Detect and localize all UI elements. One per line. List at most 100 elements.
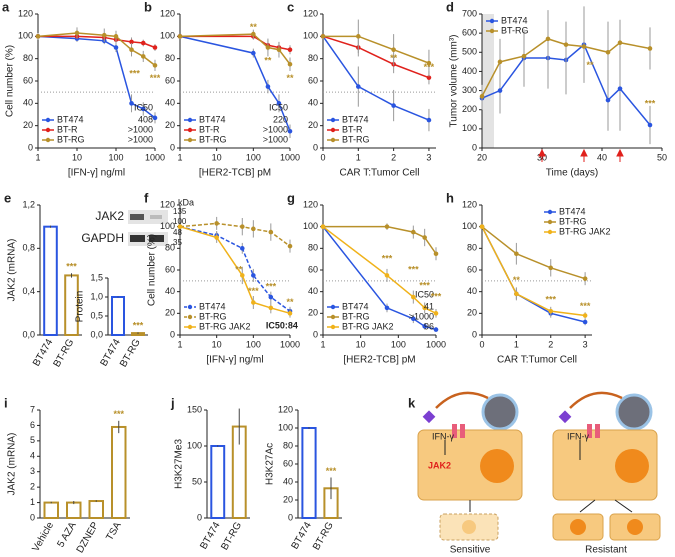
- y-axis-label: H3K27Me3: [174, 439, 185, 489]
- annotation: **: [586, 60, 594, 70]
- point: [479, 224, 485, 229]
- ic50-value: 408: [138, 114, 153, 124]
- legend-marker: [187, 127, 193, 133]
- point: [497, 88, 503, 93]
- y-tick-label: 1,5: [90, 272, 103, 282]
- point: [251, 300, 256, 305]
- y-tick-label: 5: [30, 435, 35, 445]
- nucleus: [615, 449, 649, 483]
- ligand-label: IFN-γ: [567, 431, 589, 441]
- legend-label: BT-RG JAK2: [199, 321, 251, 331]
- y-tick-label: 0: [30, 512, 35, 522]
- panel-label: h: [446, 190, 454, 205]
- legend-label: BT-RG: [57, 134, 85, 144]
- annotation: ***: [580, 301, 591, 311]
- annotation: ***: [645, 98, 656, 108]
- point: [276, 47, 282, 53]
- legend-label: BT474: [199, 114, 226, 124]
- y-tick-label: 60: [308, 264, 318, 274]
- y-tick-label: 40: [308, 286, 318, 296]
- x-axis-label: CAR T:Tumor Cell: [339, 168, 419, 179]
- point: [320, 34, 326, 39]
- x-tick-label: 0: [320, 152, 325, 162]
- panel-label: k: [408, 395, 416, 410]
- blot-protein: GAPDH: [81, 231, 124, 245]
- blot-strip: [128, 210, 168, 224]
- blot-unit: kDa: [178, 197, 194, 207]
- y-tick-label: 0: [288, 512, 293, 522]
- arrow: [579, 499, 596, 513]
- y-axis-label: JAK2 (mRNA): [7, 433, 18, 496]
- ic50-title: IC50: [134, 102, 153, 112]
- legend-label: BT474: [501, 15, 528, 25]
- point: [497, 59, 503, 65]
- point: [251, 226, 256, 232]
- point: [251, 31, 256, 37]
- arrow: [614, 499, 633, 513]
- x-tick-label: BT-RG: [118, 337, 143, 369]
- legend-label: BT-RG: [501, 25, 529, 35]
- legend-marker: [187, 314, 193, 320]
- x-tick-label: 2: [391, 152, 396, 162]
- bar: [210, 445, 226, 519]
- legend-marker: [547, 209, 553, 215]
- point: [251, 273, 256, 278]
- point: [617, 40, 623, 46]
- series-line: [481, 226, 586, 317]
- point: [214, 235, 219, 240]
- annotation: **: [250, 22, 258, 32]
- x-tick-label: 10: [72, 152, 82, 162]
- annotation: **: [286, 73, 294, 83]
- x-tick-label: 100: [246, 152, 261, 162]
- bar: [111, 296, 125, 336]
- y-tick-label: 20: [165, 308, 175, 318]
- series-line: [179, 222, 291, 247]
- y-tick-label: 100: [278, 422, 293, 432]
- bar: [301, 427, 317, 519]
- shaded-region: [482, 14, 494, 148]
- y-tick-label: 120: [303, 199, 318, 209]
- y-tick-label: 6: [30, 420, 35, 430]
- x-tick-label: 10: [212, 339, 222, 349]
- legend-marker: [187, 324, 193, 330]
- bar: [88, 500, 104, 519]
- point: [581, 44, 587, 49]
- legend-label: BT-RG: [199, 134, 227, 144]
- x-tick-label: TSA: [104, 520, 123, 543]
- annotation: IC50:84: [266, 321, 298, 331]
- legend-marker: [547, 219, 553, 225]
- y-tick-label: 0: [170, 142, 175, 152]
- receptor: [460, 424, 465, 438]
- annotation: ***: [266, 282, 277, 292]
- y-axis-label: Protein: [75, 291, 86, 323]
- series-line: [322, 35, 430, 121]
- panel-label: i: [4, 395, 8, 410]
- point: [287, 128, 293, 134]
- x-tick-label: 1: [177, 152, 182, 162]
- x-tick-label: BT-RG: [52, 337, 77, 369]
- legend-marker: [187, 137, 193, 143]
- annotation: ***: [66, 262, 77, 272]
- ifn-molecule: [558, 410, 572, 424]
- point: [320, 224, 326, 229]
- point: [422, 305, 427, 311]
- outcome-label: Resistant: [585, 545, 627, 556]
- x-tick-label: 20: [477, 152, 487, 162]
- y-tick-label: 1,0: [90, 291, 103, 301]
- legend-marker: [330, 314, 336, 320]
- ic50-value: >1000: [128, 124, 153, 134]
- y-axis-label: H3K27Ac: [265, 443, 276, 485]
- receptor: [452, 424, 457, 438]
- point: [582, 319, 588, 325]
- point: [265, 45, 271, 50]
- ic50-value: 96: [424, 321, 434, 331]
- point: [647, 122, 653, 128]
- legend-marker: [489, 18, 495, 24]
- legend-label: BT474: [342, 114, 369, 124]
- point: [113, 45, 119, 50]
- bar: [111, 425, 127, 520]
- x-tick-label: 100: [108, 152, 123, 162]
- x-tick-label: 1: [320, 339, 325, 349]
- point: [177, 34, 183, 39]
- y-tick-label: 200: [462, 104, 477, 114]
